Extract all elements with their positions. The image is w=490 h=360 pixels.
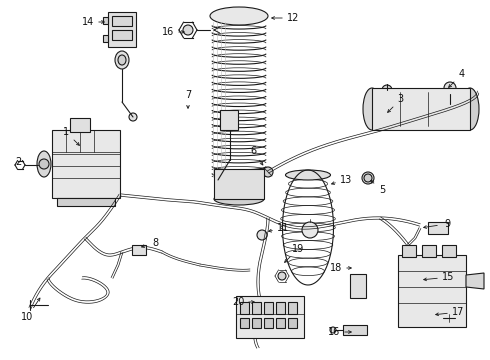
Bar [240,302,249,314]
Bar [52,130,120,198]
Polygon shape [57,198,115,206]
Polygon shape [103,17,108,24]
Bar [276,318,285,328]
Circle shape [431,314,439,322]
Circle shape [446,104,454,112]
Text: 9: 9 [445,219,451,229]
Bar [442,245,456,257]
Ellipse shape [115,51,129,69]
Ellipse shape [363,88,381,130]
Circle shape [445,247,453,255]
Bar [252,302,261,314]
Circle shape [444,82,456,94]
Circle shape [364,174,372,182]
Bar [112,30,132,40]
Text: 6: 6 [250,147,256,157]
Text: 12: 12 [287,13,299,23]
Text: 19: 19 [292,244,304,255]
Circle shape [257,230,267,240]
Circle shape [382,85,392,95]
Text: 13: 13 [340,175,352,185]
Bar [276,302,285,314]
Text: 20: 20 [232,297,244,307]
Bar [422,245,436,257]
Bar [108,12,136,47]
Circle shape [405,247,413,255]
Bar [264,302,273,314]
Bar [220,110,238,130]
Text: 4: 4 [459,69,465,79]
Text: 16: 16 [328,327,340,337]
Bar [236,296,304,338]
Bar [343,325,367,335]
Bar [402,245,416,257]
Text: 5: 5 [379,185,385,195]
Circle shape [353,281,363,291]
Bar [214,169,264,199]
Bar [372,88,470,130]
Circle shape [425,247,433,255]
Circle shape [129,113,137,121]
Ellipse shape [210,7,268,25]
Bar [264,318,273,328]
Bar [350,274,366,298]
Ellipse shape [214,193,264,205]
Bar [112,16,132,26]
Ellipse shape [362,172,374,184]
Circle shape [302,222,318,238]
Text: 8: 8 [152,238,159,248]
Text: 3: 3 [397,94,404,104]
Bar [70,118,90,132]
Text: 10: 10 [22,312,34,321]
Ellipse shape [286,170,330,180]
Text: 7: 7 [185,90,191,100]
Bar [132,245,146,255]
Bar [428,222,448,234]
Text: 15: 15 [442,272,454,282]
Circle shape [330,327,336,333]
Bar [240,318,249,328]
Ellipse shape [461,88,479,130]
Circle shape [427,310,443,326]
Text: 14: 14 [82,17,94,27]
Bar [252,318,261,328]
Circle shape [278,272,286,280]
Text: 11: 11 [277,224,289,233]
Bar [288,302,297,314]
Polygon shape [103,35,108,42]
Text: 16: 16 [162,27,174,37]
Text: 2: 2 [15,157,21,167]
Text: 18: 18 [330,263,342,273]
Text: 1: 1 [63,127,70,138]
Bar [398,255,466,327]
Text: 17: 17 [452,307,464,317]
Circle shape [263,167,273,177]
Bar [288,318,297,328]
Circle shape [183,25,193,35]
Ellipse shape [118,55,126,65]
Polygon shape [466,273,484,289]
Circle shape [39,159,49,169]
Ellipse shape [37,151,51,177]
